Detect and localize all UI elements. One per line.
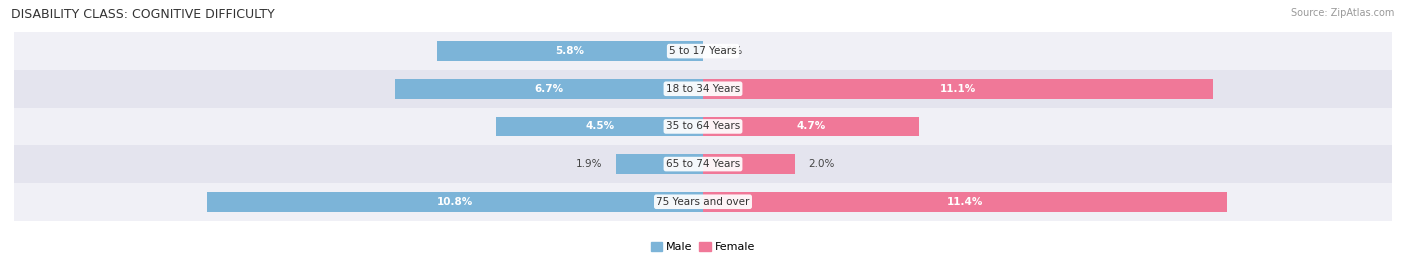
Bar [395,79,703,98]
Bar [616,154,703,174]
Text: 0.0%: 0.0% [717,46,742,56]
Text: 6.7%: 6.7% [534,84,564,94]
Text: 11.4%: 11.4% [946,197,983,207]
Bar [14,183,1392,221]
Text: DISABILITY CLASS: COGNITIVE DIFFICULTY: DISABILITY CLASS: COGNITIVE DIFFICULTY [11,8,276,21]
Text: 5 to 17 Years: 5 to 17 Years [669,46,737,56]
Bar [496,117,703,136]
Legend: Male, Female: Male, Female [647,237,759,256]
Bar [207,192,703,211]
Bar [14,108,1392,145]
Text: 5.8%: 5.8% [555,46,585,56]
Text: 4.7%: 4.7% [796,121,825,132]
Bar [14,145,1392,183]
Text: 35 to 64 Years: 35 to 64 Years [666,121,740,132]
Bar [703,192,1226,211]
Text: 18 to 34 Years: 18 to 34 Years [666,84,740,94]
Text: Source: ZipAtlas.com: Source: ZipAtlas.com [1291,8,1395,18]
Bar [14,32,1392,70]
Text: 65 to 74 Years: 65 to 74 Years [666,159,740,169]
Bar [14,70,1392,108]
Text: 2.0%: 2.0% [808,159,835,169]
Text: 1.9%: 1.9% [575,159,602,169]
Text: 4.5%: 4.5% [585,121,614,132]
Bar [703,154,794,174]
Bar [703,79,1213,98]
Bar [437,41,703,61]
Text: 75 Years and over: 75 Years and over [657,197,749,207]
Text: 10.8%: 10.8% [437,197,472,207]
Text: 11.1%: 11.1% [939,84,976,94]
Bar [703,117,920,136]
